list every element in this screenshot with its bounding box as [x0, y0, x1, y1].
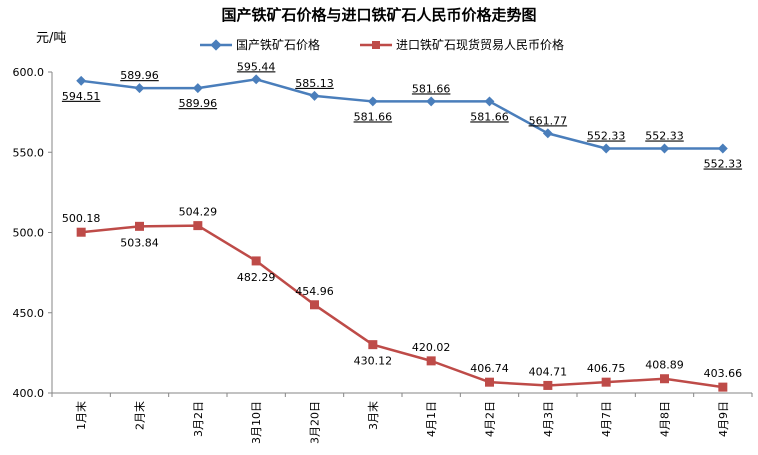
x-tick-label: 4月7日: [600, 401, 613, 437]
data-point: [484, 96, 495, 107]
data-label: 482.29: [237, 271, 276, 284]
data-point: [309, 90, 320, 101]
data-label: 454.96: [295, 285, 334, 298]
data-label: 403.66: [704, 367, 743, 380]
y-tick-label: 550.0: [13, 146, 45, 159]
data-point: [426, 96, 437, 107]
data-point: [251, 74, 262, 85]
data-label: 503.84: [120, 236, 159, 249]
data-point: [76, 75, 87, 86]
data-label: 581.66: [412, 82, 451, 95]
data-point: [601, 143, 612, 154]
data-point: [426, 356, 436, 366]
x-tick-label: 3月20日: [309, 401, 322, 444]
data-point: [485, 377, 494, 387]
data-label: 561.77: [529, 114, 568, 127]
legend-marker-imported: [372, 41, 380, 49]
legend-item-domestic: 国产铁矿石价格: [200, 37, 320, 52]
chart-title: 国产铁矿石价格与进口铁矿石人民币价格走势图: [221, 6, 536, 24]
data-point: [192, 83, 203, 94]
y-tick-label: 600.0: [13, 66, 45, 79]
data-point: [135, 221, 144, 231]
data-label: 594.51: [62, 90, 101, 103]
data-label: 420.02: [412, 341, 451, 354]
data-label: 504.29: [179, 206, 218, 219]
axes: 400.0 450.0 500.0 550.0 600.0 1月末 2月末 3月2日 3月10日…: [13, 66, 753, 444]
y-tick-label: 500.0: [13, 227, 45, 240]
x-tick-label: 2月末: [133, 401, 147, 430]
legend-marker-domestic: [210, 39, 222, 51]
data-label: 585.13: [295, 77, 334, 90]
data-point: [134, 83, 145, 94]
legend-label-domestic: 国产铁矿石价格: [236, 37, 320, 52]
data-point: [718, 382, 728, 392]
data-label: 500.18: [62, 212, 101, 225]
legend: 国产铁矿石价格 进口铁矿石现货贸易人民币价格: [200, 37, 564, 52]
data-label: 404.71: [529, 365, 568, 378]
data-point: [717, 143, 728, 154]
data-point: [310, 300, 319, 310]
data-label: 430.12: [354, 355, 393, 368]
x-tick-label: 3月2日: [192, 401, 205, 437]
x-tick-label: 3月末: [366, 401, 380, 430]
data-label: 581.66: [470, 110, 509, 123]
series-line-1: [81, 224, 724, 389]
data-point: [601, 377, 611, 387]
x-tick-label: 4月1日: [425, 401, 438, 437]
data-label: 595.44: [237, 60, 276, 73]
x-tick-label: 4月3日: [542, 401, 555, 437]
series-line-0: [81, 78, 723, 150]
data-point: [368, 340, 378, 350]
data-point: [193, 221, 203, 231]
x-tick-label: 4月2日: [484, 401, 497, 437]
data-label: 552.33: [645, 130, 684, 143]
legend-item-imported: 进口铁矿石现货贸易人民币价格: [360, 37, 564, 52]
y-axis-unit-label: 元/吨: [36, 31, 66, 46]
x-tick-label: 4月9日: [717, 401, 730, 437]
data-label: 589.96: [179, 97, 218, 110]
data-point: [660, 374, 669, 384]
data-point: [542, 128, 553, 139]
y-tick-label: 400.0: [13, 387, 45, 400]
x-tick-label: 3月10日: [250, 401, 263, 444]
data-label: 552.33: [587, 130, 626, 143]
data-label: 581.66: [354, 110, 393, 123]
data-point: [251, 256, 261, 266]
data-label: 406.74: [470, 362, 509, 375]
series-layer: [76, 74, 728, 392]
data-labels-layer: 594.51 589.96 589.96 595.44 585.13 581.66 581.…: [62, 60, 742, 380]
data-label: 552.33: [704, 158, 743, 171]
data-point: [659, 143, 670, 154]
legend-label-imported: 进口铁矿石现货贸易人民币价格: [396, 37, 564, 52]
data-point: [543, 380, 553, 390]
data-point: [76, 227, 86, 237]
x-tick-label: 4月8日: [659, 401, 672, 437]
data-point: [367, 96, 378, 107]
data-label: 406.75: [587, 362, 626, 375]
data-label: 408.89: [645, 359, 684, 372]
y-tick-label: 450.0: [13, 307, 45, 320]
x-tick-label: 1月末: [74, 401, 88, 430]
data-label: 589.96: [120, 69, 159, 82]
